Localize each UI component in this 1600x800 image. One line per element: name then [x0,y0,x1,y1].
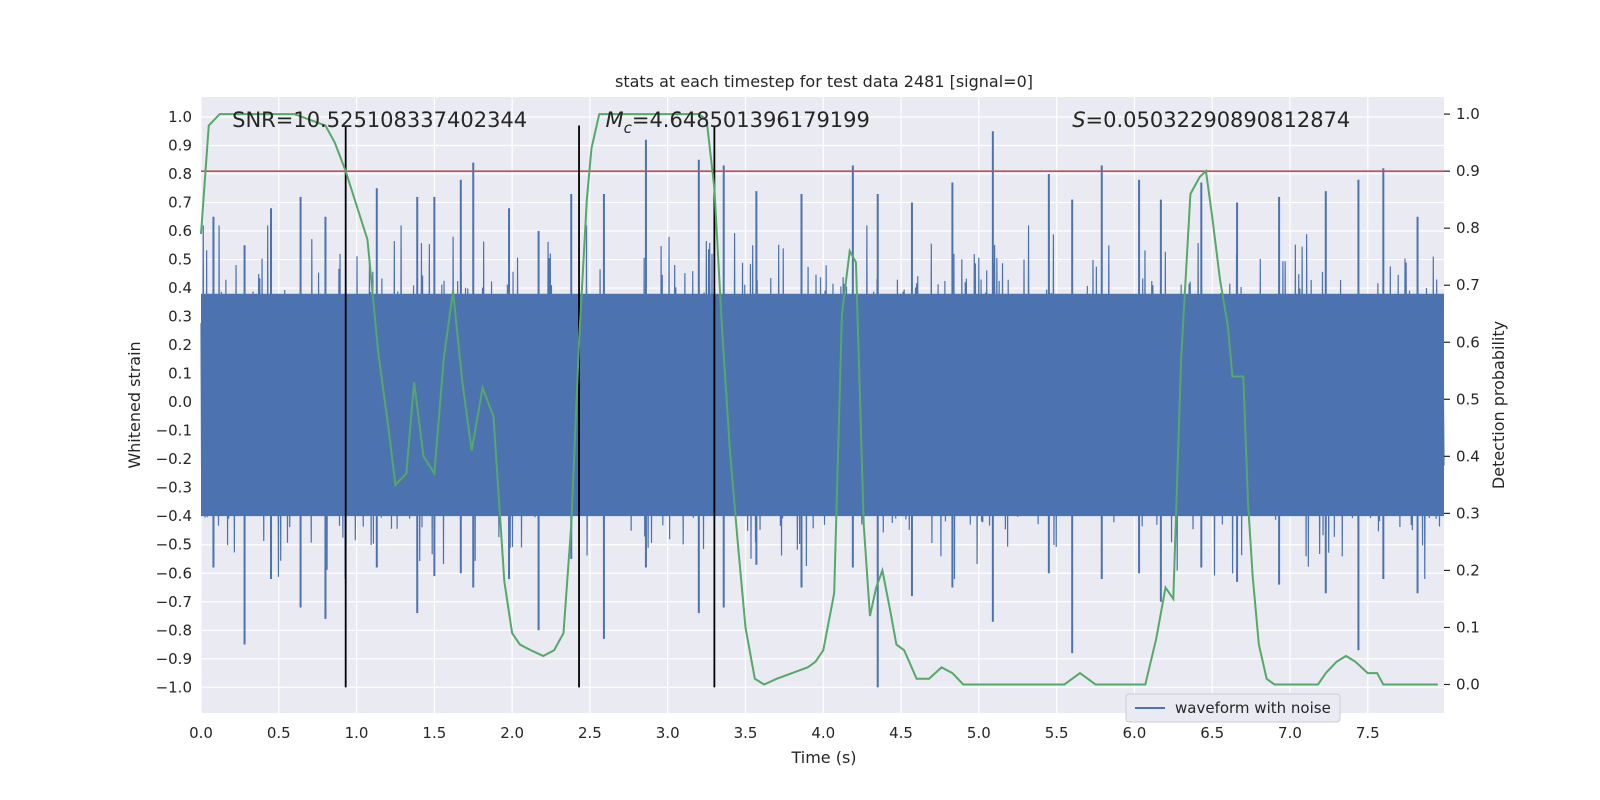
left-tick-label: 1.0 [168,108,192,126]
s-value: =0.05032290890812874 [1086,108,1351,132]
left-tick-label: −1.0 [156,678,192,696]
snr-annotation: SNR=10.525108337402344 [232,108,527,132]
chirp-mass-subscript: c [624,119,633,137]
legend: waveform with noise [1125,693,1341,723]
right-tick-label: 0.1 [1456,618,1480,636]
s-symbol: S [1072,108,1085,132]
x-tick-label: 0.5 [267,724,291,742]
x-tick-label: 6.0 [1122,724,1146,742]
x-tick-label: 1.5 [422,724,446,742]
x-tick-label: 4.5 [889,724,913,742]
left-tick-label: 0.9 [168,136,192,154]
y-axis-label-left: Whitened strain [125,341,144,468]
vertical-markers [344,125,716,688]
x-tick-label: 5.5 [1045,724,1069,742]
x-tick-label: 7.5 [1356,724,1380,742]
probability-line [200,113,1438,686]
annotations: SNR=10.525108337402344 Mc=4.648501396179… [232,108,1350,137]
y-axis-label-right: Detection probability [1489,321,1508,489]
right-tick-label: 0.8 [1456,219,1480,237]
left-tick-label: 0.4 [168,279,192,297]
tick-labels: 0.0 0.5 1.0 1.5 2.0 2.5 3.0 3.5 4.0 4.5 5.0 5.5 6.0 6… [156,105,1480,742]
right-tick-label: 0.3 [1456,504,1480,522]
left-tick-label: 0.7 [168,194,192,212]
x-tick-label: 2.0 [500,724,524,742]
legend-box [1125,693,1341,723]
legend-label: waveform with noise [1175,699,1331,717]
left-tick-label: 0.2 [168,336,192,354]
right-tick-label: 0.9 [1456,162,1480,180]
x-tick-label: 3.0 [656,724,680,742]
chirp-mass-annotation: Mc=4.648501396179199 [605,108,869,137]
right-tick-label: 1.0 [1456,105,1480,123]
left-tick-label: 0.1 [168,365,192,383]
right-tick-label: 0.2 [1456,561,1480,579]
x-tick-label: 7.0 [1278,724,1302,742]
right-tick-label: 0.0 [1456,675,1480,693]
chart-title: stats at each timestep for test data 248… [615,72,1033,91]
x-tick-label: 6.5 [1200,724,1224,742]
left-tick-label: −0.2 [156,450,192,468]
left-tick-label: −0.1 [156,422,192,440]
left-tick-label: −0.6 [156,564,192,582]
s-annotation: S=0.05032290890812874 [1072,108,1350,132]
x-tick-label: 2.5 [578,724,602,742]
left-tick-label: 0.6 [168,222,192,240]
x-tick-label: 5.0 [967,724,991,742]
right-tick-label: 0.5 [1456,390,1480,408]
chirp-mass-value: =4.648501396179199 [632,108,870,132]
waveform-series [200,131,1445,688]
chirp-mass-symbol: M [605,108,623,132]
x-tick-label: 3.5 [734,724,758,742]
right-tick-label: 0.7 [1456,276,1480,294]
right-tick-label: 0.4 [1456,447,1480,465]
left-tick-label: 0.5 [168,251,192,269]
left-tick-label: 0.8 [168,165,192,183]
left-tick-label: −0.9 [156,650,192,668]
x-axis-label: Time (s) [790,748,856,767]
x-tick-label: 1.0 [345,724,369,742]
left-tick-label: −0.3 [156,479,192,497]
left-tick-label: 0.3 [168,308,192,326]
left-tick-label: 0.0 [168,393,192,411]
left-tick-label: −0.4 [156,507,192,525]
x-tick-label: 4.0 [811,724,835,742]
left-tick-label: −0.7 [156,593,192,611]
left-tick-label: −0.5 [156,536,192,554]
waveform-core [201,293,1444,517]
x-tick-label: 0.0 [189,724,213,742]
probability-series [200,113,1438,686]
right-tick-label: 0.6 [1456,333,1480,351]
left-tick-label: −0.8 [156,621,192,639]
